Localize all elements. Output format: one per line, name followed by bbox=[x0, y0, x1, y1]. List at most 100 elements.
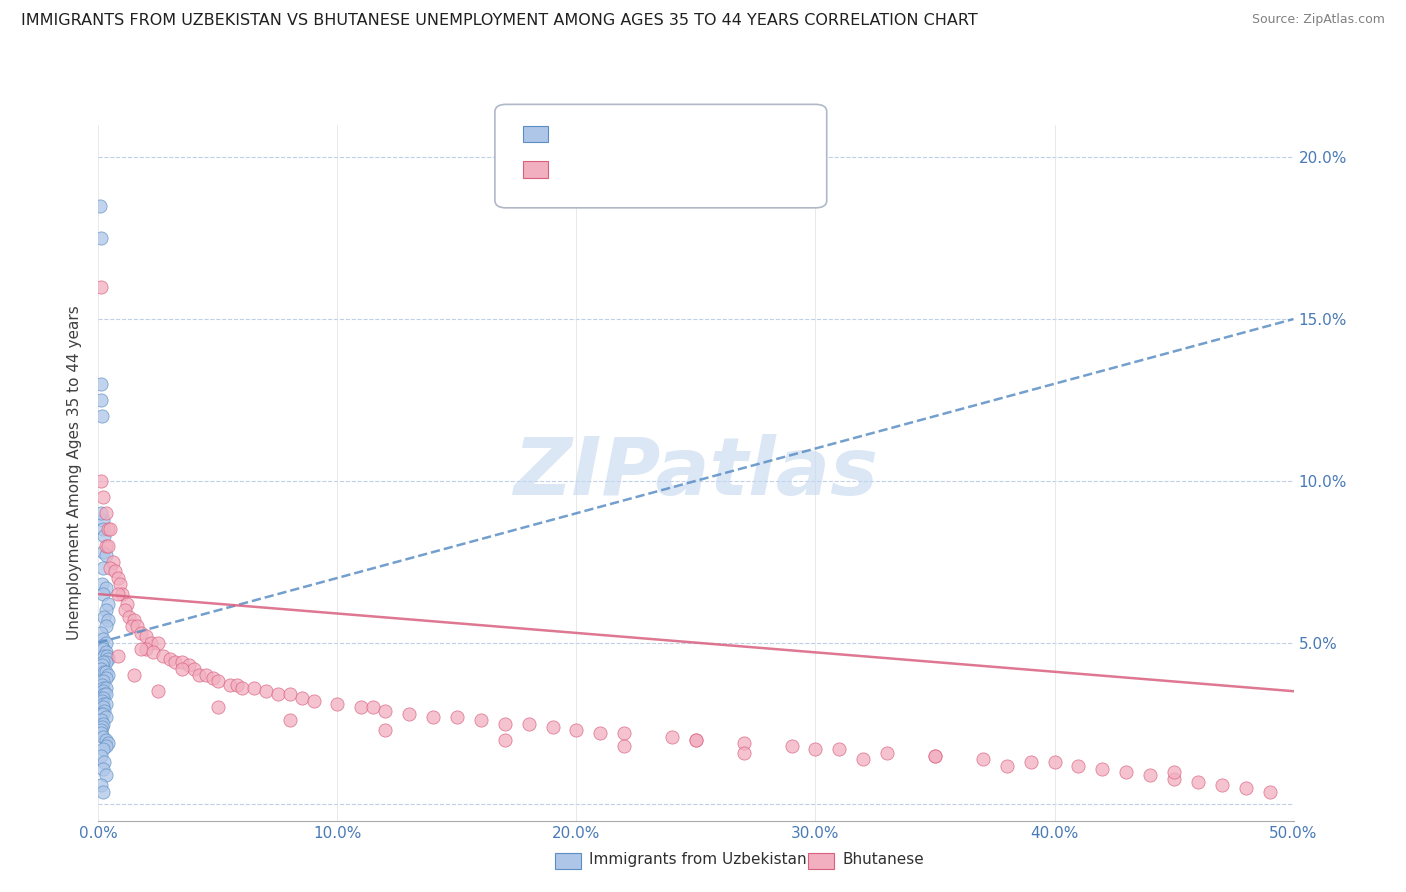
Point bbox=[104, 565, 127, 579]
Point bbox=[291, 690, 314, 705]
Point bbox=[97, 668, 120, 682]
Point bbox=[565, 723, 588, 737]
Point bbox=[91, 639, 114, 653]
Point bbox=[163, 655, 186, 669]
Point bbox=[94, 681, 117, 695]
Point bbox=[1019, 756, 1042, 770]
Point bbox=[374, 704, 396, 718]
Point bbox=[142, 645, 165, 659]
Point bbox=[91, 561, 114, 575]
Point bbox=[91, 522, 114, 536]
Point bbox=[91, 700, 114, 714]
Point bbox=[107, 571, 129, 585]
Point bbox=[93, 688, 115, 702]
Point bbox=[91, 694, 114, 708]
Point bbox=[108, 577, 131, 591]
Text: R =  0.076   N = 69: R = 0.076 N = 69 bbox=[560, 126, 709, 140]
Point bbox=[90, 748, 112, 763]
Point bbox=[91, 706, 114, 721]
Point bbox=[148, 684, 170, 698]
Point bbox=[91, 632, 114, 647]
Point bbox=[93, 648, 115, 663]
Point bbox=[1234, 781, 1257, 796]
Point bbox=[159, 652, 181, 666]
Point bbox=[94, 710, 117, 724]
Point bbox=[93, 704, 115, 718]
Point bbox=[876, 746, 898, 760]
Point bbox=[278, 688, 301, 702]
Point bbox=[1163, 765, 1185, 780]
Point bbox=[924, 748, 946, 763]
Point bbox=[89, 199, 111, 213]
Point bbox=[1139, 768, 1161, 782]
Point bbox=[98, 561, 122, 575]
Point bbox=[90, 706, 112, 721]
Point bbox=[91, 545, 114, 559]
Point bbox=[90, 714, 112, 728]
Point bbox=[91, 674, 114, 689]
Point bbox=[350, 700, 373, 714]
Point bbox=[148, 635, 170, 649]
Point bbox=[107, 648, 129, 663]
Point bbox=[91, 658, 114, 673]
Point bbox=[94, 671, 117, 685]
Point bbox=[90, 376, 112, 391]
Text: IMMIGRANTS FROM UZBEKISTAN VS BHUTANESE UNEMPLOYMENT AMONG AGES 35 TO 44 YEARS C: IMMIGRANTS FROM UZBEKISTAN VS BHUTANESE … bbox=[21, 13, 977, 29]
Point bbox=[97, 613, 120, 627]
Point bbox=[541, 720, 564, 734]
Point bbox=[363, 700, 385, 714]
Text: Immigrants from Uzbekistan: Immigrants from Uzbekistan bbox=[589, 853, 807, 867]
Point bbox=[94, 697, 117, 711]
Point bbox=[93, 756, 115, 770]
Point bbox=[302, 694, 325, 708]
Point bbox=[94, 655, 117, 669]
Point bbox=[243, 681, 266, 695]
Point bbox=[94, 665, 117, 679]
Point bbox=[91, 678, 114, 692]
Point bbox=[398, 706, 420, 721]
Point bbox=[94, 549, 117, 563]
Point bbox=[152, 648, 174, 663]
Text: ZIPatlas: ZIPatlas bbox=[513, 434, 879, 512]
Point bbox=[91, 655, 114, 669]
Point bbox=[91, 642, 114, 657]
Point bbox=[1067, 758, 1090, 772]
Point bbox=[733, 736, 755, 750]
Point bbox=[90, 506, 112, 520]
Point bbox=[91, 762, 114, 776]
Point bbox=[91, 690, 114, 705]
Point bbox=[115, 597, 138, 611]
Point bbox=[90, 778, 112, 792]
Point bbox=[118, 609, 141, 624]
Point bbox=[90, 474, 112, 488]
Point bbox=[685, 732, 707, 747]
Point bbox=[1163, 772, 1185, 786]
Point bbox=[93, 665, 115, 679]
Point bbox=[207, 674, 229, 689]
Point bbox=[91, 742, 114, 756]
Point bbox=[114, 603, 136, 617]
Text: Source: ZipAtlas.com: Source: ZipAtlas.com bbox=[1251, 13, 1385, 27]
Point bbox=[90, 723, 112, 737]
Point bbox=[278, 714, 301, 728]
Point bbox=[231, 681, 253, 695]
Point bbox=[90, 661, 112, 675]
Point bbox=[219, 678, 242, 692]
Point bbox=[97, 652, 120, 666]
Point bbox=[780, 739, 803, 754]
Point bbox=[470, 714, 492, 728]
Point bbox=[733, 746, 755, 760]
Point bbox=[98, 522, 122, 536]
Point bbox=[172, 655, 194, 669]
Point bbox=[135, 629, 157, 643]
Point bbox=[124, 668, 146, 682]
Point bbox=[1187, 774, 1209, 789]
Point bbox=[422, 710, 444, 724]
Point bbox=[226, 678, 249, 692]
Point bbox=[94, 506, 117, 520]
Point bbox=[90, 231, 112, 245]
Point bbox=[183, 661, 205, 675]
Point bbox=[107, 587, 129, 601]
Point bbox=[194, 668, 218, 682]
Point bbox=[374, 723, 396, 737]
